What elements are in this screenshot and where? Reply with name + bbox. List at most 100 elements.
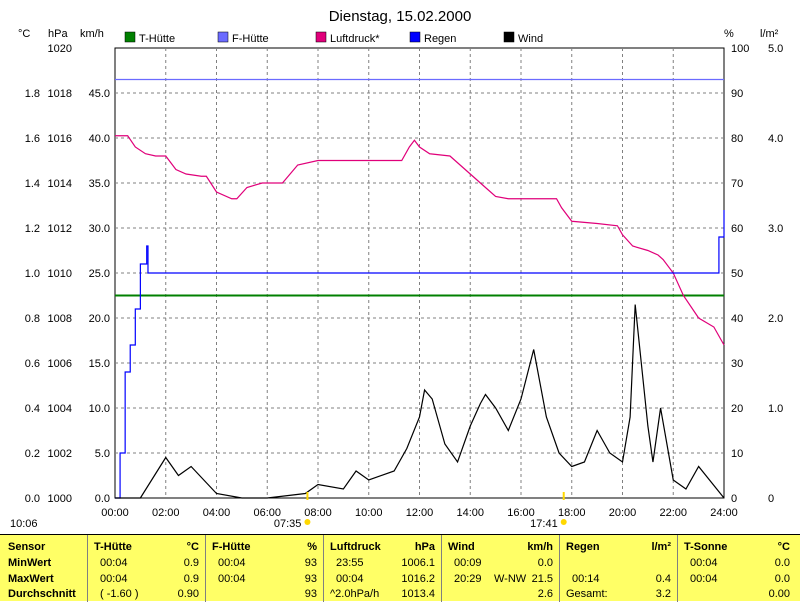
legend-swatch [315,31,327,43]
x-tick-label: 02:00 [152,507,180,519]
regen-max-time: 00:14 [572,573,600,585]
t-huette-avg-val: 0.90 [177,588,199,600]
y-tick-label: 1014 [48,178,72,190]
x-tick-label: 24:00 [710,507,738,519]
y-tick-label: 5.0 [95,448,110,460]
wind-max-val: 21.5 [531,573,553,585]
x-tick-label: 10:00 [355,507,383,519]
sunset-label: 17:41 [530,518,558,530]
y-tick-label: 30 [731,358,743,370]
luftdruck-avg-val: 1013.4 [401,588,435,600]
t-sonne-avg-val: 0.00 [768,588,790,600]
y-tick-label: 0.2 [25,448,40,460]
legend-swatch [217,31,229,43]
y-tick-labels: 0.00.20.40.60.81.01.21.41.61.81000100210… [25,43,784,505]
y-tick-label: 0.0 [95,493,110,505]
y-tick-label: 2.0 [768,313,783,325]
legend-label: T-Hütte [139,33,175,45]
luftdruck-avg-note: ^2.0hPa/h [330,588,380,600]
wind-max-time: 20:29 [454,573,482,585]
legend-label: F-Hütte [232,33,269,45]
x-tick-label: 16:00 [507,507,535,519]
sun-markers: 07:35 17:41 [274,492,567,530]
y-tick-label: 15.0 [89,358,110,370]
y-tick-label: 20 [731,403,743,415]
y-tick-label: 0.4 [25,403,40,415]
weather-chart: Dienstag, 15.02.2000 °C hPa km/h % l/m² … [10,8,784,530]
statistics-panel: Sensor MinWert MaxWert Durchschnitt T-Hü… [0,534,800,602]
y-tick-label: 1.0 [768,403,783,415]
t-huette-min-time: 00:04 [100,557,128,569]
t-huette-min-val: 0.9 [183,557,199,569]
y-tick-label: 3.0 [768,223,783,235]
t-sonne-max-val: 0.0 [774,573,790,585]
y-tick-label: 1012 [48,223,72,235]
y-tick-label: 80 [731,133,743,145]
f-huette-header: F-Hütte [212,541,251,553]
y-tick-label: 35.0 [89,178,110,190]
y-tick-label: 0 [768,493,774,505]
t-sonne-min-time: 00:04 [690,557,718,569]
t-sonne-header: T-Sonne [684,541,728,553]
legend-label: Wind [518,33,543,45]
t-sonne-unit: °C [777,541,790,553]
x-tick-label: 08:00 [304,507,332,519]
wind-unit: km/h [527,541,553,553]
luftdruck-max-time: 00:04 [336,573,364,585]
axis-unit-percent: % [724,28,734,40]
wind-header: Wind [448,541,475,553]
t-huette-column: T-Hütte °C 00:04 0.9 00:04 0.9 ( -1.60 ) 0.9… [88,535,206,602]
y-tick-label: 1016 [48,133,72,145]
sun-icon [304,519,311,525]
regen-column: Regen l/m² 00:14 0.4 Gesamt: 3.2 [560,535,678,602]
t-huette-max-val: 0.9 [183,573,199,585]
y-tick-label: 0.0 [25,493,40,505]
label-durchschnitt: Durchschnitt [8,588,76,600]
t-huette-avg-note: ( -1.60 ) [100,588,139,600]
wind-max-dir: W-NW [494,573,527,585]
regen-unit: l/m² [651,541,671,553]
sun-icon [560,519,567,525]
t-huette-unit: °C [186,541,199,553]
y-tick-label: 40.0 [89,133,110,145]
legend-swatch [409,31,421,43]
y-tick-label: 40 [731,313,743,325]
f-huette-unit: % [307,541,317,553]
x-tick-label: 18:00 [558,507,586,519]
time-label: 10:06 [10,518,38,530]
x-tick-label: 04:00 [203,507,231,519]
regen-avg-note: Gesamt: [566,588,608,600]
x-tick-label: 22:00 [659,507,687,519]
x-tick-label: 14:00 [456,507,484,519]
legend-swatch [503,31,515,43]
y-tick-label: 0.8 [25,313,40,325]
f-huette-column: F-Hütte% 00:04 93 00:04 93 93 [206,535,324,602]
row-labels-column: Sensor MinWert MaxWert Durchschnitt [0,535,88,602]
t-sonne-max-time: 00:04 [690,573,718,585]
y-tick-label: 1006 [48,358,72,370]
y-tick-label: 25.0 [89,268,110,280]
f-huette-min-val: 93 [304,557,317,569]
y-tick-label: 1020 [48,43,72,55]
x-tick-label: 12:00 [406,507,434,519]
luftdruck-min-val: 1006.1 [401,557,435,569]
y-tick-label: 1000 [48,493,72,505]
x-tick-label: 20:00 [609,507,637,519]
y-tick-label: 1018 [48,88,72,100]
x-tick-label: 00:00 [101,507,129,519]
f-huette-max-time: 00:04 [218,573,246,585]
x-tick-labels: 00:00 02:00 04:00 06:00 08:00 10:00 12:00 14:00… [101,507,738,519]
luftdruck-max-val: 1016.2 [401,573,435,585]
series-layer [115,78,725,499]
y-tick-label: 100 [731,43,749,55]
y-tick-label: 70 [731,178,743,190]
axis-unit-hpa: hPa [48,28,68,40]
y-tick-label: 50 [731,268,743,280]
label-minwert: MinWert [8,557,52,569]
y-tick-label: 0.6 [25,358,40,370]
regen-header: Regen [566,541,600,553]
luftdruck-unit: hPa [414,541,435,553]
y-tick-label: 1004 [48,403,72,415]
series-line [115,210,725,499]
luftdruck-header: Luftdruck [330,541,381,553]
